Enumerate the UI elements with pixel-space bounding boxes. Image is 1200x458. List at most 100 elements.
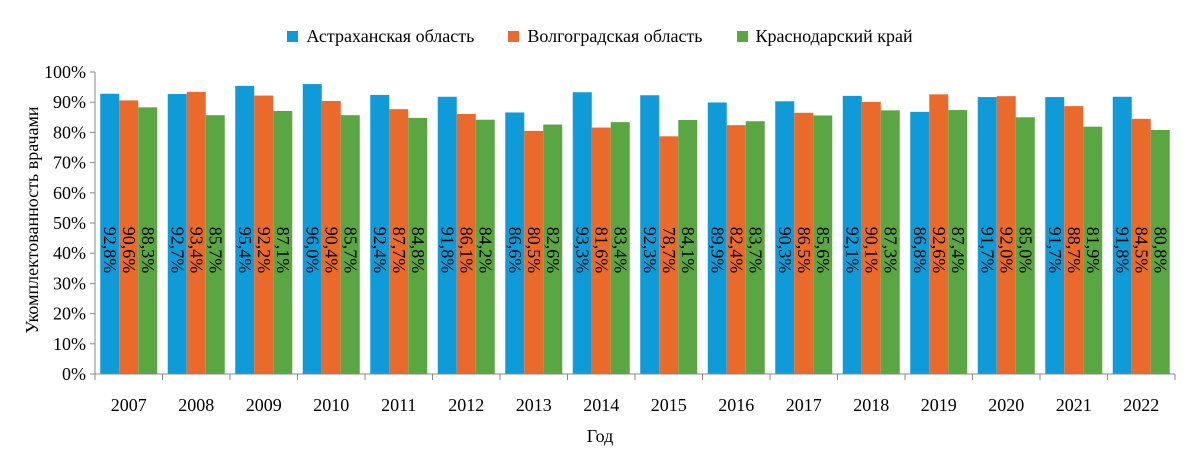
bar-2011-series-0 <box>370 94 390 375</box>
data-label-2020-series-2: 85,0% <box>1015 227 1035 274</box>
data-label-2019-series-2: 87,4% <box>948 227 968 274</box>
x-tick-label-2019: 2019 <box>921 395 957 415</box>
x-axis-title: Год <box>586 426 614 446</box>
bar-2018-series-2 <box>880 110 900 374</box>
data-label-2009-series-2: 87,1% <box>273 227 293 274</box>
data-label-2007-series-2: 88,3% <box>138 227 158 274</box>
bar-2017-series-0 <box>775 101 795 374</box>
data-label-2012-series-2: 84,2% <box>475 227 495 274</box>
y-tick-label-10: 100% <box>44 62 86 82</box>
x-tick-label-2008: 2008 <box>178 395 214 415</box>
data-label-2012-series-1: 86,1% <box>456 227 476 274</box>
x-tick-label-2020: 2020 <box>988 395 1024 415</box>
data-label-2016-series-2: 83,7% <box>745 227 765 274</box>
bar-2014-series-2 <box>610 122 630 375</box>
data-label-2019-series-1: 92,6% <box>929 227 949 274</box>
data-label-2022-series-1: 84,5% <box>1131 227 1151 274</box>
legend-swatch-volgograd <box>508 30 520 42</box>
data-label-2015-series-2: 84,1% <box>678 227 698 274</box>
data-label-2018-series-1: 90,1% <box>861 227 881 274</box>
y-tick-label-5: 50% <box>53 213 86 233</box>
x-tick-label-2016: 2016 <box>718 395 754 415</box>
data-label-2019-series-0: 86,8% <box>910 227 930 274</box>
bar-2014-series-0 <box>572 92 592 374</box>
bar-2021-series-2 <box>1083 126 1103 374</box>
bar-2011-series-2 <box>408 117 428 375</box>
bar-2013-series-1 <box>524 130 544 374</box>
bar-2021-series-0 <box>1045 97 1065 374</box>
bar-2007-series-1 <box>119 100 139 374</box>
y-tick-label-2: 20% <box>53 304 86 324</box>
bar-2016-series-2 <box>745 121 765 374</box>
data-label-2013-series-0: 86,6% <box>505 227 525 274</box>
bar-2009-series-2 <box>273 110 293 374</box>
data-label-2011-series-0: 92,4% <box>370 227 390 274</box>
data-label-2021-series-0: 91,7% <box>1045 227 1065 274</box>
y-tick-label-0: 0% <box>62 364 86 384</box>
bar-2018-series-0 <box>842 95 862 374</box>
bar-2015-series-0 <box>640 95 660 374</box>
bar-2017-series-1 <box>794 112 814 375</box>
data-label-2009-series-1: 92,2% <box>254 227 274 274</box>
data-label-2017-series-2: 85,6% <box>813 227 833 274</box>
bar-2011-series-1 <box>389 109 409 375</box>
legend-label-krasnodar: Краснодарский край <box>755 25 913 46</box>
x-tick-label-2007: 2007 <box>111 395 147 415</box>
x-tick-label-2012: 2012 <box>448 395 484 415</box>
legend: Астраханская область Волгоградская облас… <box>0 24 1200 48</box>
data-label-2014-series-2: 83,4% <box>610 227 630 274</box>
plot-area: 92,8% 92,7% 95,4% 96,0% 92,4% 91,8% 86,6% 93,3%… <box>44 62 1176 415</box>
data-label-2008-series-1: 93,4% <box>186 227 206 274</box>
data-label-2010-series-1: 90,4% <box>321 227 341 274</box>
y-tick-label-8: 80% <box>53 122 86 142</box>
bar-2009-series-1 <box>254 95 274 374</box>
data-label-2020-series-0: 91,7% <box>977 227 997 274</box>
bar-2013-series-0 <box>505 112 525 374</box>
data-label-2015-series-0: 92,3% <box>640 227 660 274</box>
data-label-2021-series-2: 81,9% <box>1083 227 1103 274</box>
x-tick-label-2010: 2010 <box>313 395 349 415</box>
bar-2016-series-0 <box>707 102 727 374</box>
bar-2014-series-1 <box>591 127 611 375</box>
bar-2010-series-2 <box>340 115 360 374</box>
y-tick-label-6: 60% <box>53 183 86 203</box>
x-tick-label-2022: 2022 <box>1123 395 1159 415</box>
data-label-2007-series-1: 90,6% <box>119 227 139 274</box>
bar-2010-series-1 <box>321 100 341 374</box>
bar-2012-series-2 <box>475 119 495 374</box>
bar-2008-series-2 <box>205 115 225 374</box>
x-tick-label-2009: 2009 <box>246 395 282 415</box>
data-label-2013-series-1: 80,5% <box>524 227 544 274</box>
data-label-2022-series-2: 80,8% <box>1150 227 1170 274</box>
y-tick-label-1: 10% <box>53 334 86 354</box>
bar-2022-series-1 <box>1131 118 1151 374</box>
data-label-2021-series-1: 88,7% <box>1064 227 1084 274</box>
bar-2016-series-1 <box>726 125 746 374</box>
x-tick-label-2014: 2014 <box>583 395 619 415</box>
data-label-2017-series-1: 86,5% <box>794 227 814 274</box>
x-tick-label-2013: 2013 <box>516 395 552 415</box>
bar-2015-series-1 <box>659 136 679 374</box>
data-label-2014-series-1: 81,6% <box>591 227 611 274</box>
bar-2020-series-1 <box>996 96 1016 374</box>
data-label-2009-series-0: 95,4% <box>235 227 255 274</box>
data-label-2010-series-2: 85,7% <box>340 227 360 274</box>
legend-swatch-krasnodar <box>736 30 748 42</box>
bar-2018-series-1 <box>861 101 881 374</box>
data-label-2008-series-0: 92,7% <box>167 227 187 274</box>
bar-2013-series-2 <box>543 124 563 374</box>
data-label-2016-series-1: 82,4% <box>726 227 746 274</box>
bar-2022-series-0 <box>1112 96 1132 374</box>
bar-2019-series-0 <box>910 111 930 374</box>
bar-2012-series-1 <box>456 113 476 374</box>
data-label-2011-series-2: 84,8% <box>408 227 428 274</box>
data-label-2012-series-0: 91,8% <box>437 227 457 274</box>
data-label-2018-series-0: 92,1% <box>842 227 862 274</box>
legend-swatch-astrakhan <box>287 30 299 42</box>
data-label-2014-series-0: 93,3% <box>572 227 592 274</box>
legend-label-astrakhan: Астраханская область <box>306 25 475 46</box>
bar-2009-series-0 <box>235 85 255 374</box>
data-label-2015-series-1: 78,7% <box>659 227 679 274</box>
bar-2022-series-2 <box>1150 129 1170 374</box>
bar-2019-series-1 <box>929 94 949 375</box>
